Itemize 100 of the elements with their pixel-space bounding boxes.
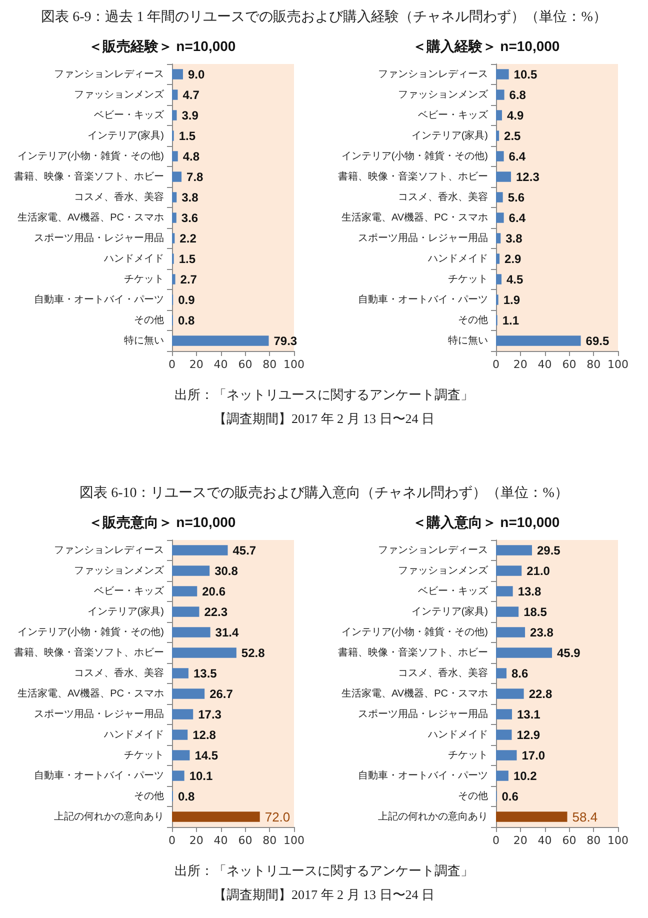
- bar: [172, 545, 228, 556]
- y-tick-label: チケット: [448, 274, 488, 285]
- y-tick-label: 上記の何れかの意向あり: [54, 810, 164, 822]
- y-tick-label: ファッションメンズ: [74, 88, 165, 100]
- x-tick-label: 60: [562, 834, 576, 847]
- data-label: 13.5: [193, 666, 218, 680]
- data-label: 0.8: [178, 789, 195, 804]
- y-tick-label: インテリア(小物・雑貨・その他): [341, 626, 488, 638]
- bar: [172, 274, 176, 284]
- bar: [172, 192, 177, 202]
- y-tick-label: 上記の何れかの意向あり: [378, 810, 488, 822]
- data-label: 1.9: [503, 292, 520, 307]
- bar: [172, 151, 178, 162]
- bar: [172, 336, 269, 346]
- x-tick-label: 0: [492, 834, 500, 847]
- data-label: 52.8: [241, 646, 266, 660]
- data-label: 5.6: [508, 190, 525, 204]
- bar: [172, 812, 260, 822]
- text: 図表 6-9：過去 1 年間のリユースでの販売および購入経験（チャネル問わず）（単位：%）: [40, 8, 608, 26]
- data-label: 22.8: [528, 686, 552, 701]
- bar: [496, 709, 512, 720]
- y-tick-label: ファッションメンズ: [398, 88, 489, 100]
- y-tick-label: 生活家電、AV機器、PC・スマホ: [18, 211, 164, 224]
- x-tick-label: 0: [168, 358, 176, 371]
- bar: [172, 606, 200, 617]
- data-label: 72.0: [264, 809, 290, 824]
- bar: [172, 770, 184, 781]
- y-tick-label: ファンションレディース: [54, 544, 164, 556]
- y-tick-label: スポーツ用品・レジャー用品: [34, 232, 164, 244]
- y-tick-label: ベビー・キッズ: [94, 108, 165, 121]
- data-label: 6.4: [508, 210, 526, 225]
- y-tick-label: インテリア(小物・雑貨・その他): [341, 150, 488, 162]
- data-label: 12.3: [516, 170, 540, 184]
- x-tick-label: 100: [608, 358, 628, 371]
- y-tick-label: コスメ、香水、美容: [74, 190, 164, 203]
- y-tick-label: その他: [458, 314, 488, 326]
- y-tick-label: ハンドメイド: [427, 253, 488, 264]
- y-tick-label: ベビー・キッズ: [418, 108, 489, 121]
- x-tick-label: 0: [168, 834, 176, 847]
- data-label: 6.4: [508, 149, 526, 164]
- data-label: 0.8: [178, 313, 195, 328]
- y-tick-label: インテリア(小物・雑貨・その他): [17, 150, 164, 162]
- data-label: 10.5: [514, 67, 538, 82]
- data-label: 4.9: [506, 108, 524, 122]
- data-label: 2.9: [504, 252, 522, 266]
- x-tick-label: 80: [262, 834, 277, 847]
- x-tick-label: 60: [238, 358, 252, 371]
- y-tick-label: 特に無い: [124, 334, 164, 346]
- data-label: 21.0: [526, 564, 550, 578]
- data-label: 13.8: [518, 584, 542, 598]
- data-label: 45.9: [557, 646, 581, 660]
- bar: [172, 172, 182, 182]
- bar: [496, 750, 517, 760]
- x-tick-label: 60: [562, 358, 576, 371]
- bar: [172, 90, 178, 100]
- y-tick-label: インテリア(家具): [411, 605, 488, 618]
- x-tick-label: 100: [284, 358, 304, 371]
- x-tick-label: 100: [284, 834, 304, 847]
- bar: [496, 566, 522, 576]
- bar: [172, 730, 188, 740]
- chart-subtitle: ＜販売意向＞ n=10,000: [88, 514, 236, 530]
- y-tick-label: ファンションレディース: [378, 68, 488, 80]
- x-tick-label: 20: [513, 834, 528, 847]
- x-tick-label: 0: [492, 358, 500, 371]
- y-tick-label: コスメ、香水、美容: [398, 666, 488, 679]
- bar: [172, 586, 198, 596]
- data-label: 22.3: [204, 604, 228, 619]
- data-label: 3.9: [182, 108, 199, 122]
- bar: [172, 750, 190, 760]
- bar: [496, 233, 501, 244]
- y-tick-label: インテリア(家具): [87, 129, 164, 142]
- text: 【調査期間】2017 年 2 月 13 日〜24 日: [212, 886, 436, 904]
- y-tick-label: 生活家電、AV機器、PC・スマホ: [342, 687, 488, 700]
- data-label: 10.2: [513, 768, 538, 783]
- data-label: 3.8: [182, 190, 199, 204]
- y-tick-label: ベビー・キッズ: [418, 584, 489, 597]
- data-label: 3.6: [181, 210, 198, 225]
- y-tick-label: 自動車・オートバイ・パーツ: [358, 769, 488, 782]
- bar: [496, 545, 532, 556]
- bar: [496, 730, 512, 740]
- data-label: 30.8: [214, 564, 238, 578]
- data-label: 1.5: [178, 128, 196, 143]
- y-tick-label: ハンドメイド: [103, 729, 164, 740]
- y-tick-label: スポーツ用品・レジャー用品: [34, 708, 164, 720]
- data-label: 17.3: [198, 707, 222, 722]
- x-tick-label: 80: [586, 358, 601, 371]
- data-label: 20.6: [202, 584, 226, 598]
- y-tick-label: スポーツ用品・レジャー用品: [358, 708, 488, 720]
- bar: [496, 69, 509, 80]
- y-tick-label: 自動車・オートバイ・パーツ: [34, 769, 164, 782]
- data-label: 4.5: [506, 272, 524, 286]
- bar: [172, 627, 210, 638]
- x-tick-label: 20: [513, 358, 528, 371]
- bar: [172, 212, 176, 223]
- bar: [172, 233, 175, 244]
- data-label: 17.0: [522, 748, 546, 762]
- y-tick-label: ファンションレディース: [378, 544, 488, 556]
- bar: [496, 688, 524, 699]
- y-tick-label: 生活家電、AV機器、PC・スマホ: [18, 687, 164, 700]
- y-tick-label: 書籍、映像・音楽ソフト、ホビー: [338, 646, 488, 658]
